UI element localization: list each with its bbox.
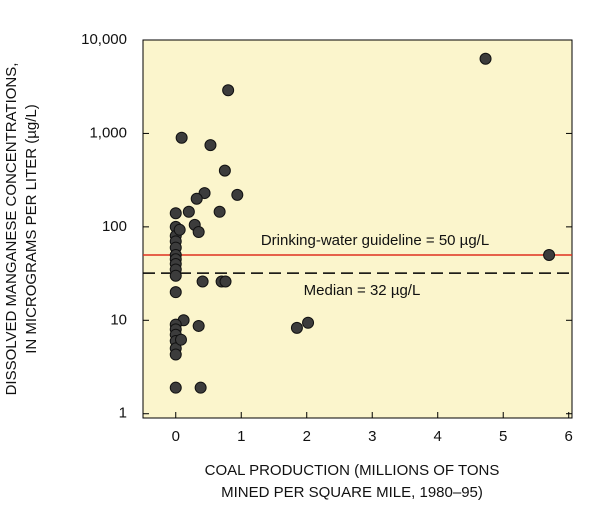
plot-area bbox=[142, 39, 573, 419]
x-tick-label: 0 bbox=[172, 428, 180, 445]
y-axis-label: DISSOLVED MANGANESE CONCENTRATIONS, bbox=[3, 63, 20, 396]
x-axis-label: COAL PRODUCTION (MILLIONS OF TONS bbox=[205, 462, 500, 479]
point bbox=[302, 316, 315, 329]
y-tick-label: 10 bbox=[110, 311, 127, 328]
x-tick-label: 5 bbox=[499, 428, 507, 445]
x-tick-label: 2 bbox=[303, 428, 311, 445]
point bbox=[169, 381, 182, 394]
point bbox=[196, 275, 209, 288]
y-tick-label: 10,000 bbox=[81, 31, 127, 48]
point bbox=[213, 205, 226, 218]
y-tick-label: 1 bbox=[119, 405, 127, 422]
annotation: Median = 32 µg/L bbox=[304, 282, 421, 299]
point bbox=[169, 269, 182, 282]
point bbox=[173, 223, 186, 236]
x-tick-label: 4 bbox=[434, 428, 442, 445]
annotation: Drinking-water guideline = 50 µg/L bbox=[261, 232, 489, 249]
y-tick-label: 100 bbox=[102, 218, 127, 235]
point bbox=[175, 131, 188, 144]
point bbox=[222, 84, 235, 97]
x-axis-label: MINED PER SQUARE MILE, 1980–95) bbox=[221, 484, 483, 501]
y-tick-label: 1,000 bbox=[89, 124, 127, 141]
x-tick-label: 1 bbox=[237, 428, 245, 445]
point bbox=[192, 319, 205, 332]
point bbox=[174, 333, 187, 346]
point bbox=[218, 164, 231, 177]
point bbox=[204, 139, 217, 152]
point bbox=[231, 188, 244, 201]
point bbox=[190, 192, 203, 205]
point bbox=[192, 226, 205, 239]
y-axis-label: IN MICROGRAMS PER LITER (µg/L) bbox=[23, 104, 40, 354]
x-tick-label: 6 bbox=[565, 428, 573, 445]
point bbox=[169, 207, 182, 220]
point bbox=[479, 52, 492, 65]
point bbox=[219, 275, 232, 288]
point bbox=[169, 286, 182, 299]
point bbox=[290, 321, 303, 334]
point bbox=[194, 381, 207, 394]
x-tick-label: 3 bbox=[368, 428, 376, 445]
point bbox=[543, 248, 556, 261]
point bbox=[182, 205, 195, 218]
point bbox=[169, 348, 182, 361]
